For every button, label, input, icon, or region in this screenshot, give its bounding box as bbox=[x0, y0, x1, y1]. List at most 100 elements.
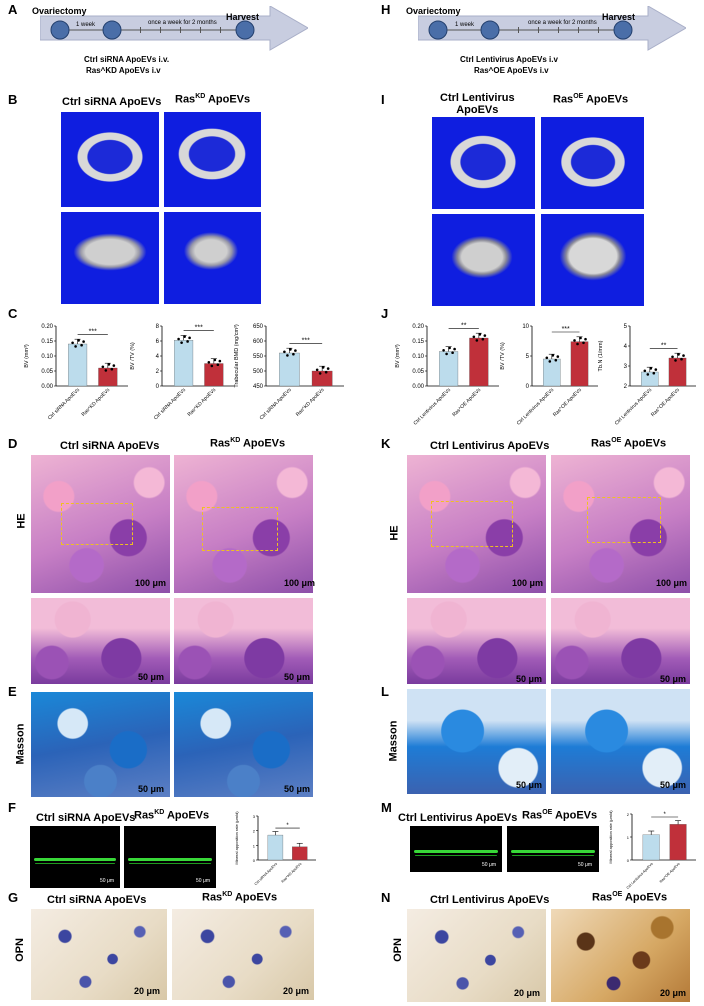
sig-label: *** bbox=[89, 328, 97, 335]
panel-letter-g: G bbox=[8, 890, 19, 905]
scale-bar-50-ctrl-he: 50 μm bbox=[138, 672, 165, 682]
category-label: Ctrl siRNA ApoEVs bbox=[254, 862, 278, 886]
timeline-treat-1-r: Ctrl Lentivirus ApoEVs i.v bbox=[460, 55, 558, 64]
category-label: Ras^OE ApoEVs bbox=[650, 387, 681, 418]
ct-title-ctrl-r: Ctrl Lentivirus ApoEVs bbox=[440, 92, 515, 116]
data-point bbox=[324, 370, 328, 374]
timeline-end: Harvest bbox=[226, 12, 260, 22]
bar-treat bbox=[311, 370, 333, 387]
panel-letter-h: H bbox=[381, 2, 391, 17]
timeline-treat-1: Ctrl siRNA ApoEVs i.v. bbox=[84, 55, 170, 64]
scale-bar-50-ras-he: 50 μm bbox=[284, 672, 311, 682]
category-label: Ras^KD ApoEVs bbox=[281, 862, 303, 884]
y-axis-label: Mineral apposition rate (μm/d) bbox=[608, 810, 613, 864]
chart-f-mar: Mineral apposition rate (μm/d) 0 1 2 3 Ctrl s… bbox=[234, 811, 316, 886]
data-point bbox=[210, 364, 214, 368]
opn-image-ctrl-r bbox=[407, 909, 546, 1002]
fl-title-ctrl: Ctrl siRNA ApoEVs bbox=[36, 812, 136, 824]
data-point bbox=[448, 346, 451, 350]
category-label: Ctrl siRNA ApoEVs bbox=[259, 387, 293, 421]
fluor-image-ctrl bbox=[30, 826, 120, 888]
scale-bar-20-ctrl: 20 μm bbox=[134, 986, 161, 996]
bar-ctrl bbox=[68, 343, 88, 387]
fluor-image-ras-r bbox=[507, 826, 599, 872]
data-point bbox=[548, 360, 552, 363]
timeline-arrow-left bbox=[40, 6, 308, 51]
bar-treat bbox=[98, 367, 118, 387]
data-point bbox=[207, 361, 211, 364]
y-tick-label: 1 bbox=[627, 835, 630, 840]
data-point bbox=[475, 339, 479, 342]
he-image-ras-low bbox=[174, 455, 313, 593]
y-tick-label: 0.15 bbox=[41, 339, 53, 345]
data-point bbox=[643, 369, 647, 373]
scale-bar-100-ctrl: 100 μm bbox=[135, 578, 167, 588]
ct-image-ctrl-bottom-r bbox=[432, 214, 535, 306]
y-tick-label: 0.20 bbox=[412, 324, 424, 330]
data-point bbox=[74, 345, 77, 348]
fl-scale-ras-r: 50 μm bbox=[578, 862, 592, 868]
data-point bbox=[177, 337, 180, 341]
sig-label: ** bbox=[661, 342, 667, 349]
sig-label: ** bbox=[461, 322, 467, 329]
he-image-ctrl-high bbox=[31, 598, 170, 684]
timeline-start: Ovariectomy bbox=[32, 6, 87, 16]
y-axis-label: BV (mm³) bbox=[395, 344, 401, 368]
panel-letter-i: I bbox=[381, 92, 385, 107]
data-point bbox=[216, 363, 220, 366]
timeline-start-r: Ovariectomy bbox=[406, 6, 461, 16]
he-title-ctrl: Ctrl siRNA ApoEVs bbox=[60, 440, 160, 452]
he-image-ras-high-r bbox=[551, 598, 690, 684]
y-tick-label: 5 bbox=[526, 354, 530, 360]
row-label-opn: OPN bbox=[13, 938, 26, 962]
bar-ctrl bbox=[543, 358, 561, 387]
data-point bbox=[213, 358, 217, 362]
data-point bbox=[483, 334, 487, 337]
y-tick-label: 4 bbox=[156, 354, 160, 360]
bar-treat bbox=[204, 363, 224, 387]
ct-image-ras-top bbox=[164, 112, 261, 207]
data-point bbox=[478, 333, 482, 336]
ct-image-ras-top-r bbox=[541, 117, 644, 209]
y-tick-label: 2 bbox=[627, 812, 630, 817]
sig-label: * bbox=[286, 823, 289, 829]
chart-c-bv: BV (mm³) 0.00 0.05 0.10 0.15 0.20 Ctrl siRNA A… bbox=[24, 324, 128, 421]
y-tick-label: 650 bbox=[253, 324, 264, 330]
category-label: Ras^KD ApoEVs bbox=[187, 387, 218, 418]
data-point bbox=[453, 347, 456, 351]
timeline-arrow-right bbox=[418, 6, 686, 51]
data-point bbox=[551, 354, 555, 357]
y-tick-label: 0 bbox=[253, 858, 256, 863]
he-title-ctrl-r: Ctrl Lentivirus ApoEVs bbox=[430, 440, 550, 452]
bar-ctrl bbox=[267, 834, 284, 861]
opn-title-ras-r: RasOE ApoEVs bbox=[592, 891, 668, 904]
ct-image-ctrl-top-r bbox=[432, 117, 535, 209]
data-point bbox=[321, 366, 325, 369]
fl-scale-ctrl: 50 μm bbox=[100, 878, 114, 884]
data-point bbox=[183, 335, 186, 338]
data-point bbox=[180, 341, 183, 344]
data-point bbox=[671, 355, 674, 359]
category-label: Ctrl siRNA ApoEVs bbox=[47, 387, 81, 421]
timeline-treat-2-r: Ras^OE ApoEVs i.v bbox=[474, 66, 549, 75]
category-label: Ctrl Lentivirus ApoEVs bbox=[413, 387, 453, 426]
y-axis-label: Tb.N (1/mm) bbox=[598, 340, 604, 371]
y-tick-label: 0 bbox=[627, 858, 630, 863]
chart-m-mar: Mineral apposition rate (μm/d) 0 1 2 Ctrl Le… bbox=[608, 810, 696, 890]
y-tick-label: 0.10 bbox=[412, 354, 424, 360]
data-point bbox=[318, 372, 322, 375]
data-point bbox=[677, 353, 680, 356]
chart-j-tbn: Tb.N (1/mm) 2 3 4 5 Ctrl Lentivirus ApoEVsRas… bbox=[598, 324, 696, 426]
chart-c-bmd: Trabecular BMD (mg/cm³) 450 500 550 600 650 Ct… bbox=[234, 324, 344, 421]
y-tick-label: 0.05 bbox=[412, 369, 424, 375]
fl-title-ras: RasKD ApoEVs bbox=[134, 809, 210, 822]
scale-bar-20-ctrl-r: 20 μm bbox=[514, 988, 541, 998]
he-image-ctrl-high-r bbox=[407, 598, 546, 684]
scale-bar-100-ctrl-r: 100 μm bbox=[512, 578, 544, 588]
data-point bbox=[71, 341, 74, 345]
ct-image-ctrl-top bbox=[61, 112, 159, 207]
bar-treat bbox=[292, 846, 308, 861]
data-point bbox=[576, 342, 579, 346]
y-tick-label: 500 bbox=[253, 369, 264, 375]
y-axis-label: Trabecular BMD (mg/cm³) bbox=[234, 324, 240, 388]
